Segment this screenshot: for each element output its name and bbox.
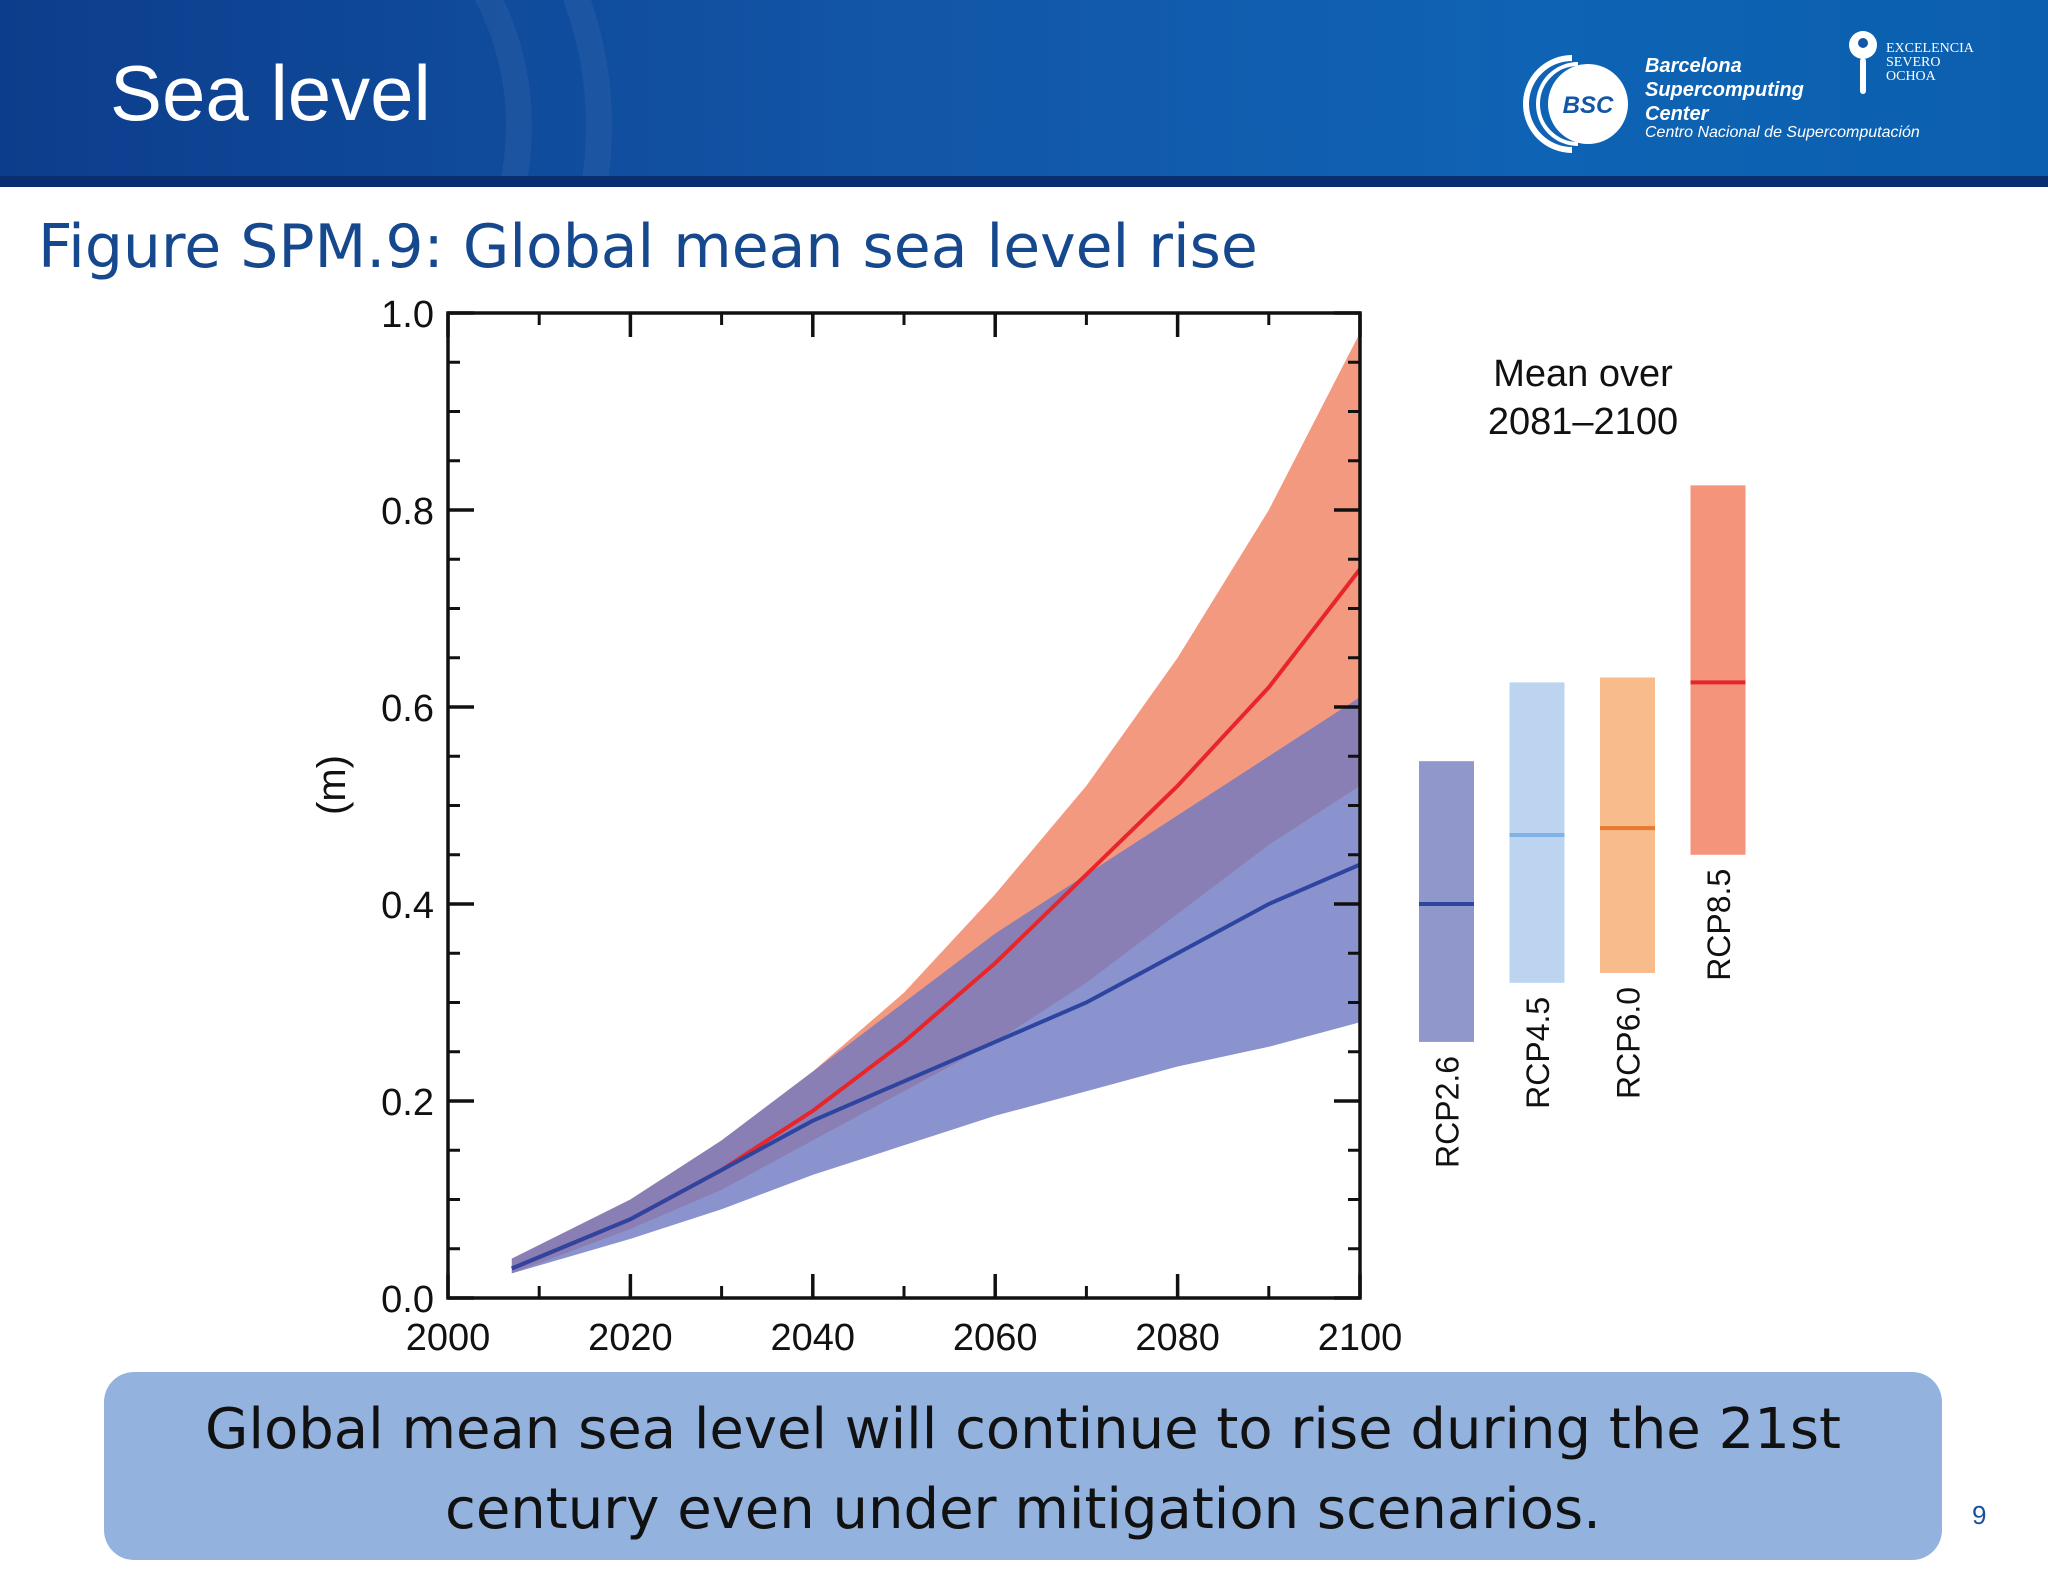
badge-line2: SEVERO [1886,55,1941,70]
page-number: 9 [1972,1500,1987,1530]
bsc-logo-text: Barcelona Supercomputing Center [1645,54,1804,126]
key-message-callout: Global mean sea level will continue to r… [104,1372,1942,1560]
x-tick-label: 2080 [1135,1317,1220,1359]
side-bar-rcp60 [1600,677,1655,973]
side-bars: RCP2.6 RCP4.5 RCP6.0 RCP8.5 [1419,485,1746,1168]
slide-title: Sea level [110,49,431,137]
side-bar-rcp26 [1419,761,1474,1042]
bsc-logo-subtitle: Centro Nacional de Supercomputación [1645,124,1920,141]
side-title-line2: 2081–2100 [1488,401,1678,443]
key-message-line2: century even under mitigation scenarios. [445,1477,1601,1542]
severo-ochoa-badge: EXCELENCIA SEVERO OCHOA [1886,42,1974,84]
side-title-line1: Mean over [1493,353,1673,395]
bsc-logo-line2: Supercomputing [1645,79,1804,101]
slide-header [0,0,2048,187]
severo-ochoa-keyhole-icon [1849,31,1877,94]
side-bar-label: RCP4.5 [1520,997,1556,1109]
x-tick-label: 2020 [588,1317,673,1359]
side-bar-label: RCP2.6 [1430,1056,1466,1168]
y-tick-label: 0.4 [381,885,434,927]
key-message-text: Global mean sea level will continue to r… [104,1390,1942,1550]
key-message-line1: Global mean sea level will continue to r… [205,1397,1841,1462]
header-band [0,176,2048,187]
x-tick-label: 2100 [1318,1317,1403,1359]
side-bar-rcp85 [1690,485,1746,855]
y-axis-label: (m) [310,755,354,815]
y-tick-label: 1.0 [381,294,434,336]
uncertainty-band-1 [511,697,1360,1274]
bsc-logo-mark: BSC [1563,92,1614,119]
y-tick-label: 0.8 [381,491,434,533]
side-bar-label: RCP6.0 [1611,987,1647,1099]
badge-line3: OCHOA [1886,69,1936,84]
bsc-logo-line1: Barcelona [1645,55,1742,77]
y-tick-label: 0.2 [381,1082,434,1124]
uncertainty-band-0 [511,332,1360,1274]
x-tick-label: 2040 [771,1317,856,1359]
plot-area: 0.0 0.2 0.4 0.6 0.8 1.0 2000 2020 2040 2060 2080 21… [381,294,1402,1359]
y-tick-label: 0.6 [381,688,434,730]
x-tick-label: 2060 [953,1317,1038,1359]
side-bar-label: RCP8.5 [1701,869,1737,981]
y-tick-label: 0.0 [381,1279,434,1321]
badge-line1: EXCELENCIA [1886,41,1974,56]
bsc-logo-icon: BSC [1523,55,1628,153]
figure-title: Figure SPM.9: Global mean sea level rise [38,212,1258,282]
bsc-logo-line3: Center [1645,103,1709,125]
mean-line-1 [511,862,1361,1271]
x-tick-label: 2000 [406,1317,491,1359]
side-bar-rcp45 [1509,682,1565,983]
